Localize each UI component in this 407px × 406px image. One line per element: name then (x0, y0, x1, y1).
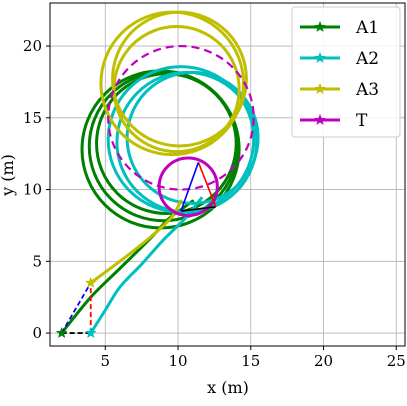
legend-frame (291, 6, 401, 138)
x-tick-label: 20 (314, 352, 333, 370)
x-tick-label: 10 (168, 352, 187, 370)
loop-A1 (95, 72, 238, 215)
loop-A3 (111, 10, 248, 148)
x-axis-label: x (m) (207, 378, 249, 397)
final-edge-a2-a3 (197, 162, 217, 208)
legend-label-A2: A2 (355, 49, 379, 69)
start-marker-A3 (84, 276, 97, 288)
loop-A3 (112, 25, 241, 154)
legend-marker-A3 (314, 82, 326, 95)
triangle-layer (55, 162, 217, 339)
initial-edge-a1-a3 (60, 282, 92, 334)
legend: A1 A2 A3 T (291, 6, 401, 138)
y-tick-label: 5 (32, 252, 42, 270)
y-tick-label: 10 (23, 181, 42, 199)
target-circle-T (157, 156, 219, 217)
legend-marker-T (314, 113, 326, 126)
y-tick-label: 20 (23, 37, 42, 55)
legend-marker-A1 (314, 20, 326, 33)
legend-label-A3: A3 (355, 80, 379, 100)
y-axis-label: y (m) (0, 154, 17, 197)
final-edge-a1-a2 (180, 205, 216, 212)
start-marker-A1 (55, 326, 68, 339)
loop-A1 (87, 70, 240, 223)
y-tick-label: 0 (32, 324, 42, 342)
start-marker-A2 (84, 326, 97, 339)
legend-label-T: T (356, 111, 368, 131)
x-tick-label: 15 (241, 352, 260, 370)
x-tick-label: 25 (387, 352, 406, 370)
x-tick-label: 5 (101, 352, 111, 370)
legend-marker-A2 (314, 51, 326, 64)
ticks: 5 10 15 20 25 0 5 10 15 20 (23, 37, 406, 370)
trajectory-A2 (89, 196, 203, 335)
final-edge-a1-a3 (180, 162, 200, 212)
y-tick-label: 15 (23, 109, 42, 127)
plot-frame (49, 2, 406, 347)
reference-circle-T (107, 44, 255, 191)
legend-label-A1: A1 (355, 18, 379, 38)
